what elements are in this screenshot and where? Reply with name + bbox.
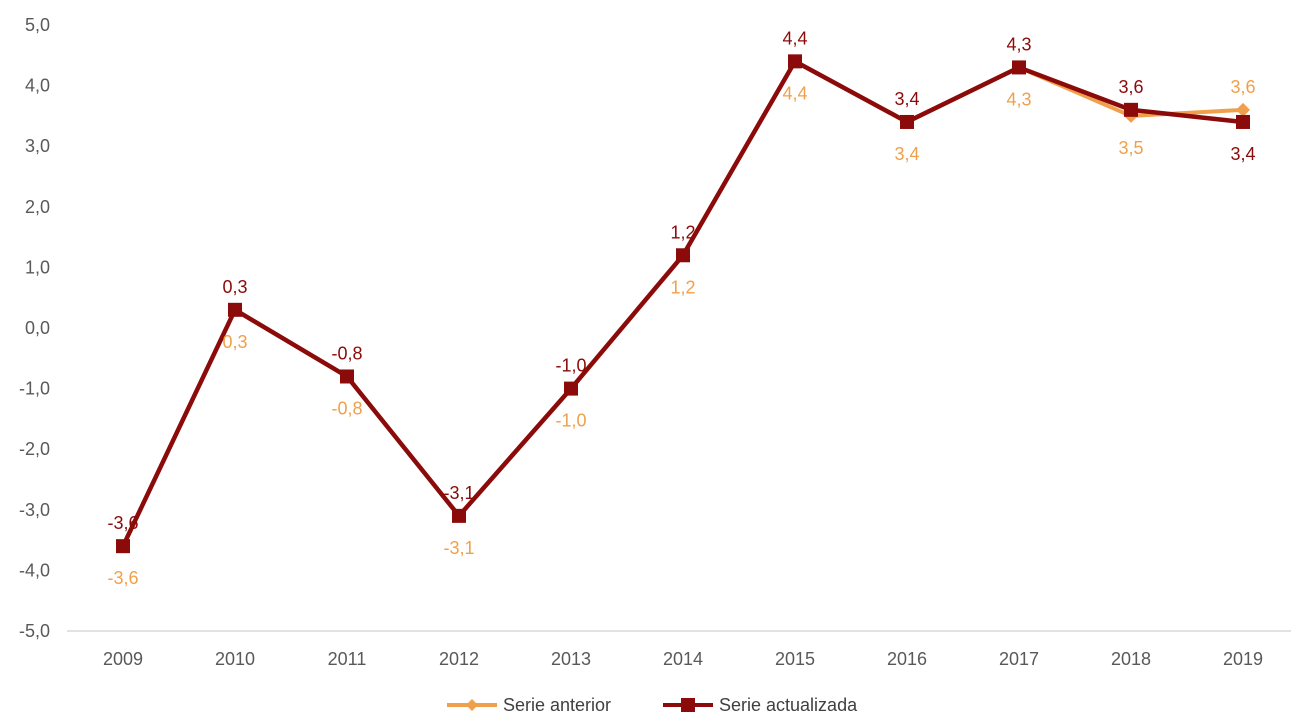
data-label: 4,3 xyxy=(1006,34,1031,54)
data-point xyxy=(1236,102,1250,117)
data-labels: -3,6 0,3 -0,8 -3,1 -1,0 1,2 4,4 3,4 4,3 3,5 3,6 -3,… xyxy=(107,28,1255,588)
data-label: -3,6 xyxy=(107,513,138,533)
data-point xyxy=(676,248,690,263)
data-point xyxy=(228,302,242,317)
legend-marker xyxy=(466,699,478,711)
y-tick-label: -3,0 xyxy=(19,500,50,520)
y-tick-label: 1,0 xyxy=(25,257,50,277)
data-point xyxy=(340,369,354,384)
x-tick-label: 2019 xyxy=(1223,649,1263,669)
data-point xyxy=(564,381,578,396)
y-tick-label: -1,0 xyxy=(19,379,50,399)
series-2 xyxy=(116,54,1250,554)
series-line xyxy=(120,59,1244,548)
data-label: 3,6 xyxy=(1118,77,1143,97)
x-tick-label: 2010 xyxy=(215,649,255,669)
y-axis: 5,0 4,0 3,0 2,0 1,0 0,0 -1,0 -2,0 -3,0 -4,0 -5,0 xyxy=(19,15,50,641)
y-tick-label: -2,0 xyxy=(19,439,50,459)
data-label: 1,2 xyxy=(670,222,695,242)
legend: Serie anterior Serie actualizada xyxy=(447,695,858,715)
x-tick-label: 2011 xyxy=(328,649,367,669)
legend-label: Serie actualizada xyxy=(719,695,858,715)
x-tick-label: 2013 xyxy=(551,649,591,669)
data-label: 3,6 xyxy=(1230,77,1255,97)
x-tick-label: 2014 xyxy=(663,649,703,669)
x-tick-label: 2016 xyxy=(887,649,927,669)
legend-marker xyxy=(681,698,695,712)
x-tick-label: 2015 xyxy=(775,649,815,669)
data-point xyxy=(788,54,802,69)
legend-item: Serie anterior xyxy=(447,695,611,715)
data-label: 4,3 xyxy=(1006,89,1031,109)
data-point xyxy=(900,114,914,129)
x-tick-label: 2018 xyxy=(1111,649,1151,669)
data-label: 0,3 xyxy=(222,277,247,297)
legend-item: Serie actualizada xyxy=(663,695,858,715)
y-tick-label: -5,0 xyxy=(19,621,50,641)
data-point xyxy=(452,508,466,523)
data-label: -3,1 xyxy=(443,538,474,558)
series-1 xyxy=(116,54,1250,554)
y-tick-label: 3,0 xyxy=(25,136,50,156)
data-point xyxy=(1124,102,1138,117)
data-label: 3,4 xyxy=(894,144,919,164)
data-label: -1,0 xyxy=(555,356,586,376)
data-label: 3,5 xyxy=(1118,138,1143,158)
data-label: -0,8 xyxy=(331,343,362,363)
x-tick-label: 2009 xyxy=(103,649,143,669)
data-label: 4,4 xyxy=(782,83,807,103)
data-label: -0,8 xyxy=(331,398,362,418)
data-point xyxy=(1012,60,1026,75)
data-label: 3,4 xyxy=(894,89,919,109)
series-layer xyxy=(116,54,1250,554)
legend-label: Serie anterior xyxy=(503,695,611,715)
x-tick-label: 2017 xyxy=(999,649,1039,669)
data-label: -1,0 xyxy=(555,411,586,431)
data-label: -3,6 xyxy=(107,568,138,588)
y-tick-label: 0,0 xyxy=(25,318,50,338)
y-tick-label: 5,0 xyxy=(25,15,50,35)
x-tick-label: 2012 xyxy=(439,649,479,669)
data-label: 0,3 xyxy=(222,332,247,352)
x-axis: 2009 2010 2011 2012 2013 2014 2015 2016 2017 2018… xyxy=(67,630,1291,669)
data-label: 4,4 xyxy=(782,28,807,48)
data-label: 1,2 xyxy=(670,277,695,297)
data-point xyxy=(1236,114,1250,129)
series-line xyxy=(121,59,1244,548)
data-label: -3,1 xyxy=(443,483,474,503)
y-tick-label: -4,0 xyxy=(19,560,50,580)
data-label: 3,4 xyxy=(1230,144,1255,164)
y-tick-label: 2,0 xyxy=(25,197,50,217)
data-point xyxy=(116,539,130,554)
y-tick-label: 4,0 xyxy=(25,76,50,96)
